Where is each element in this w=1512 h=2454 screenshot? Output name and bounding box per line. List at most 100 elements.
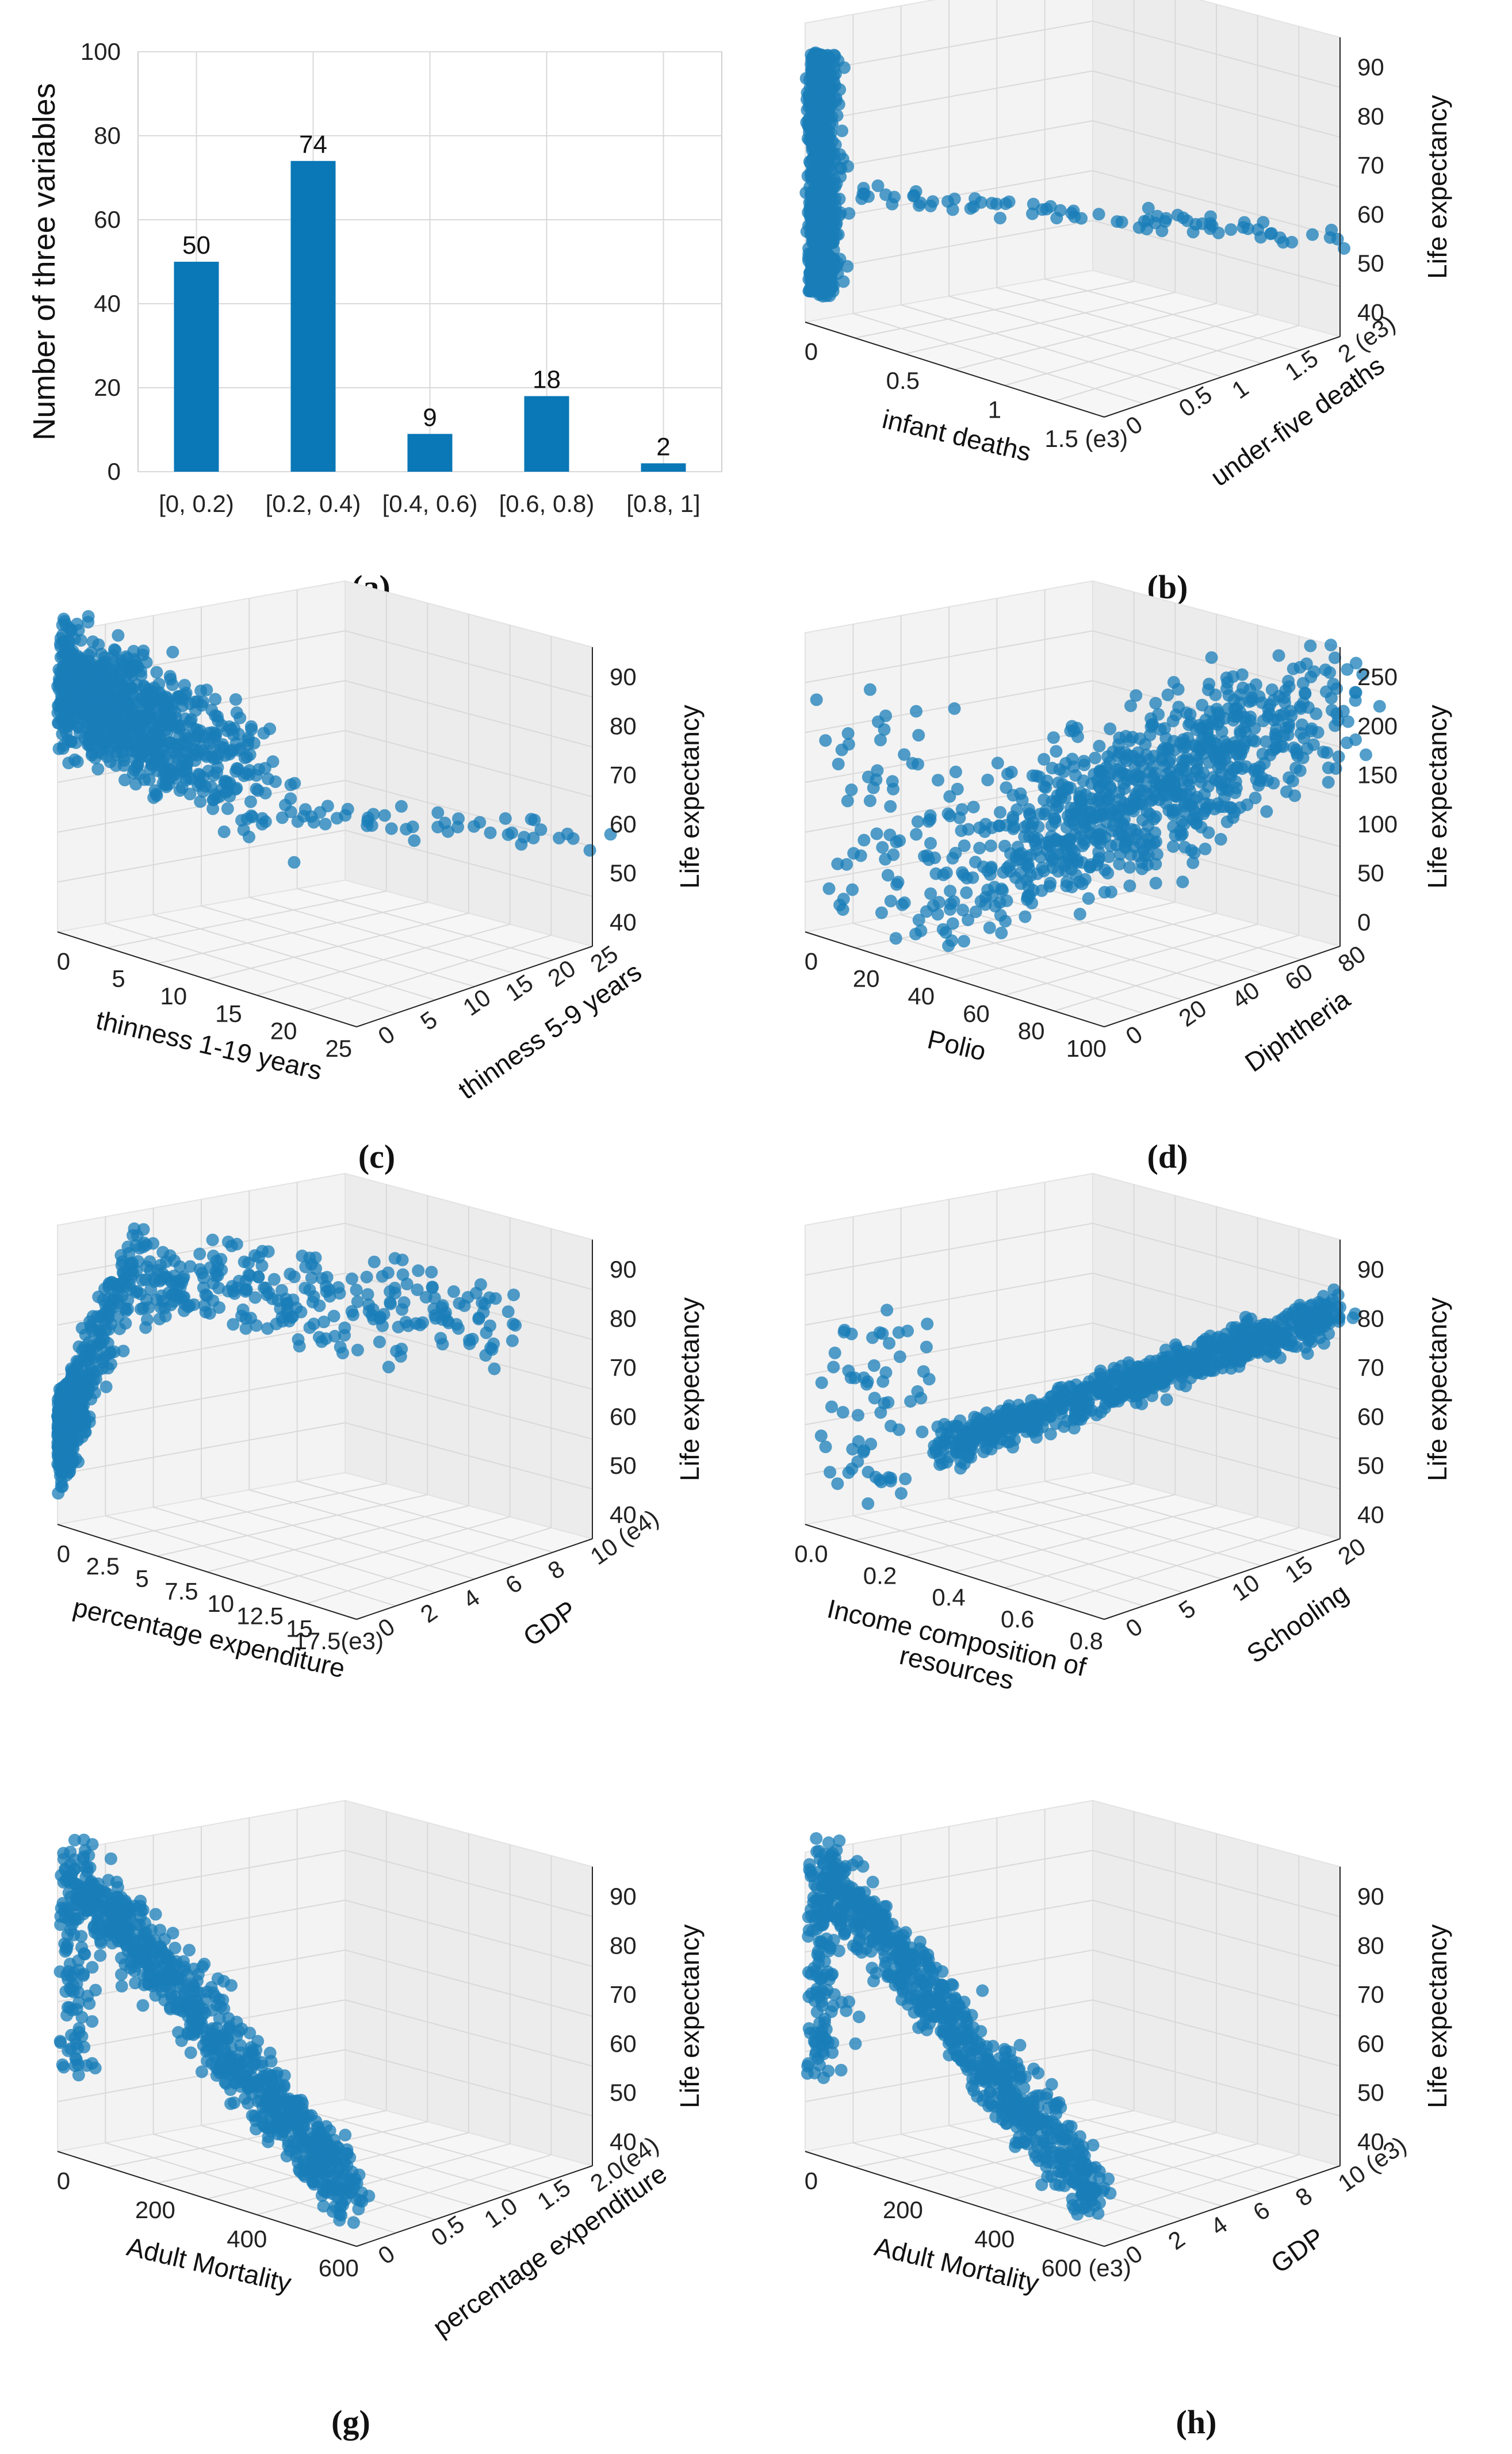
data-point [305,1271,318,1285]
data-point [1249,792,1262,805]
data-point [1124,1378,1138,1390]
data-point [214,740,227,754]
bar-2 [407,434,453,472]
data-point [1260,735,1273,748]
data-point [396,1253,409,1267]
data-point [991,756,1004,770]
data-point [819,1440,832,1454]
data-point [1140,805,1153,818]
data-point [484,826,497,839]
data-point [1131,1365,1144,1378]
data-point [1229,775,1242,788]
data-point [846,1443,859,1456]
data-point [969,905,982,919]
data-point [946,851,959,865]
data-point [1229,740,1242,753]
data-point [922,1373,936,1386]
data-point [910,828,923,841]
y-tick-label: 80 [94,122,121,149]
data-point [1274,1332,1287,1346]
data-point [1098,831,1112,844]
data-point [958,839,971,853]
bar-3 [524,396,569,472]
data-point [69,736,82,750]
points [810,639,1386,953]
data-point [1283,680,1296,693]
data-point [143,773,156,786]
data-point [1260,805,1273,818]
data-point [1149,826,1162,839]
data-point [1234,801,1247,814]
data-point [132,715,145,728]
data-point [810,693,823,706]
x-axis-line [57,931,357,1027]
data-point [95,1331,109,1344]
y-tick-label: 8 [543,1555,569,1585]
data-point [389,1286,401,1299]
data-point [506,1334,519,1347]
data-point [851,1409,864,1422]
data-point [881,869,894,882]
data-point [1161,688,1174,701]
data-point [95,659,108,672]
data-point [829,138,842,151]
data-point [1245,1312,1258,1325]
data-point [361,1288,374,1301]
data-point [1287,662,1300,675]
data-point [229,737,243,750]
data-point [63,621,76,634]
data-point [1172,683,1185,696]
data-point [259,786,272,800]
data-point [1043,1400,1056,1413]
data-point [101,750,114,763]
data-point [117,1267,131,1280]
data-point [193,1263,206,1276]
data-point [323,1290,336,1303]
data-point [1159,1355,1173,1369]
data-point [1349,1307,1362,1320]
data-point [847,847,860,860]
data-point [1104,722,1117,735]
data-point [198,1299,211,1312]
data-point [1010,854,1023,867]
data-point [941,807,955,820]
x-tick-label: 25 [325,1035,352,1062]
data-point [863,794,876,808]
data-point [221,1285,235,1298]
data-point [841,794,854,808]
data-point [1212,715,1226,728]
data-point [1178,800,1191,813]
data-point [1039,804,1052,817]
data-point [1307,738,1320,751]
data-point [1024,869,1038,882]
gridline [57,630,593,698]
data-point [436,1299,449,1312]
z-axis-label: Life expectancy [1422,95,1452,279]
data-point [841,260,854,273]
data-point [215,1253,228,1266]
data-point [911,1385,924,1398]
data-point [879,853,892,866]
data-point [858,834,871,847]
x-tick-label: 0.0 [794,1540,828,1567]
data-point [996,884,1009,897]
data-point [336,1347,349,1360]
data-point [1171,208,1184,221]
data-point [990,197,1003,211]
data-point [980,1442,993,1455]
data-point [862,770,875,783]
data-point [279,798,292,812]
data-point [973,842,986,855]
data-point [806,167,820,180]
data-point [1249,735,1261,748]
data-point [378,809,391,822]
data-point [194,795,207,808]
data-point [412,1264,425,1277]
data-point [993,896,1006,909]
data-point [984,839,997,853]
data-point [1289,1340,1303,1353]
data-point [1300,657,1313,670]
x-tick-label: 0.6 [1001,1606,1034,1633]
